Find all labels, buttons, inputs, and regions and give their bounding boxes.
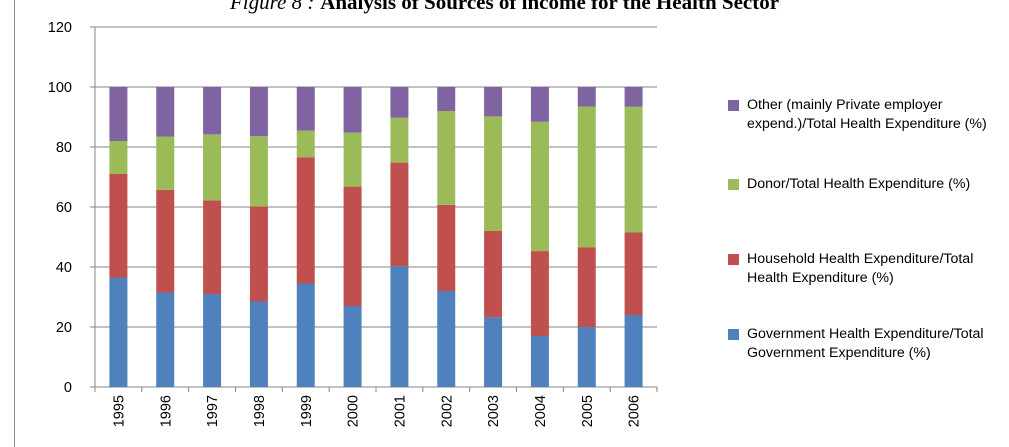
- bar-donor-1995: [109, 141, 128, 174]
- bar-other-2000: [343, 87, 362, 133]
- bar-donor-2004: [530, 121, 549, 252]
- bar-household-1999: [296, 157, 315, 284]
- bar-other-2005: [577, 87, 596, 107]
- x-tick-label-1999: 1999: [299, 395, 315, 427]
- y-tick-label-80: 80: [56, 140, 72, 156]
- bar-donor-2003: [484, 116, 503, 231]
- bar-government-2001: [390, 266, 409, 387]
- y-tick-label-100: 100: [48, 80, 72, 96]
- x-tick-label-2000: 2000: [346, 395, 362, 427]
- bar-other-1997: [203, 87, 222, 135]
- bar-donor-2005: [577, 106, 596, 248]
- x-tick-label-2005: 2005: [580, 395, 596, 427]
- x-tick-label-1996: 1996: [158, 395, 174, 427]
- x-tick-label-2006: 2006: [627, 395, 643, 427]
- y-tick-label-40: 40: [56, 260, 72, 276]
- x-tick-label-2004: 2004: [533, 395, 549, 427]
- bar-other-1996: [156, 87, 175, 137]
- bar-donor-1998: [249, 136, 268, 207]
- legend-swatch-donor: [728, 179, 739, 190]
- bar-household-2001: [390, 162, 409, 267]
- legend-swatch-household: [728, 254, 739, 265]
- bar-donor-2000: [343, 132, 362, 187]
- bar-other-1995: [109, 87, 128, 141]
- legend-swatch-other: [728, 100, 739, 111]
- bar-government-1998: [249, 301, 268, 387]
- legend-label-donor: Donor/Total Health Expenditure (%): [747, 176, 971, 192]
- bar-other-2003: [484, 87, 503, 117]
- bar-government-2003: [484, 317, 503, 387]
- x-tick-label-1997: 1997: [205, 395, 221, 427]
- x-tick-label-2001: 2001: [392, 395, 408, 427]
- bar-household-2004: [530, 251, 549, 336]
- bar-other-2004: [530, 87, 549, 122]
- bar-donor-1999: [296, 130, 315, 158]
- y-tick-label-0: 0: [64, 380, 72, 396]
- legend-label-government: Government Health Expenditure/Total Gove…: [747, 326, 984, 361]
- bar-household-2003: [484, 231, 503, 318]
- legend-label-other: Other (mainly Private employer expend.)/…: [747, 97, 987, 132]
- bar-household-2005: [577, 247, 596, 327]
- bar-other-2006: [624, 87, 643, 107]
- bar-government-1999: [296, 283, 315, 387]
- bar-other-2001: [390, 87, 409, 118]
- bar-household-2006: [624, 232, 643, 315]
- bar-household-1995: [109, 174, 128, 278]
- bar-government-1996: [156, 292, 175, 387]
- bar-household-1997: [203, 200, 222, 294]
- bar-household-1996: [156, 189, 175, 293]
- y-tick-label-60: 60: [56, 200, 72, 216]
- x-tick-label-2002: 2002: [439, 395, 455, 427]
- legend-swatch-government: [728, 329, 739, 340]
- bar-other-1999: [296, 87, 315, 131]
- bar-donor-2001: [390, 117, 409, 163]
- x-tick-label-1998: 1998: [252, 395, 268, 427]
- bar-household-2000: [343, 186, 362, 306]
- bar-donor-1997: [203, 134, 222, 201]
- bar-household-2002: [437, 204, 456, 291]
- bar-household-1998: [249, 206, 268, 302]
- figure-number: Figure 8 :: [229, 0, 315, 14]
- bar-government-2005: [577, 327, 596, 387]
- bar-government-2000: [343, 306, 362, 387]
- y-tick-label-120: 120: [48, 20, 72, 36]
- bar-government-1997: [203, 294, 222, 387]
- bar-donor-1996: [156, 136, 175, 190]
- bar-donor-2006: [624, 106, 643, 233]
- legend-label-household: Household Health Expenditure/Total Healt…: [747, 251, 974, 286]
- x-tick-label-1995: 1995: [111, 395, 127, 427]
- bar-other-2002: [437, 87, 456, 111]
- bar-other-1998: [249, 87, 268, 137]
- figure-title: Analysis of Sources of income for the He…: [320, 0, 780, 14]
- bar-government-1995: [109, 277, 128, 387]
- x-tick-label-2003: 2003: [486, 395, 502, 427]
- y-tick-label-20: 20: [56, 320, 72, 336]
- chart-title: Figure 8 : Analysis of Sources of income…: [0, 0, 1009, 15]
- page-margin-rule: [14, 0, 15, 447]
- bar-government-2004: [530, 336, 549, 387]
- bar-government-2006: [624, 315, 643, 387]
- bar-government-2002: [437, 291, 456, 387]
- bar-donor-2002: [437, 111, 456, 205]
